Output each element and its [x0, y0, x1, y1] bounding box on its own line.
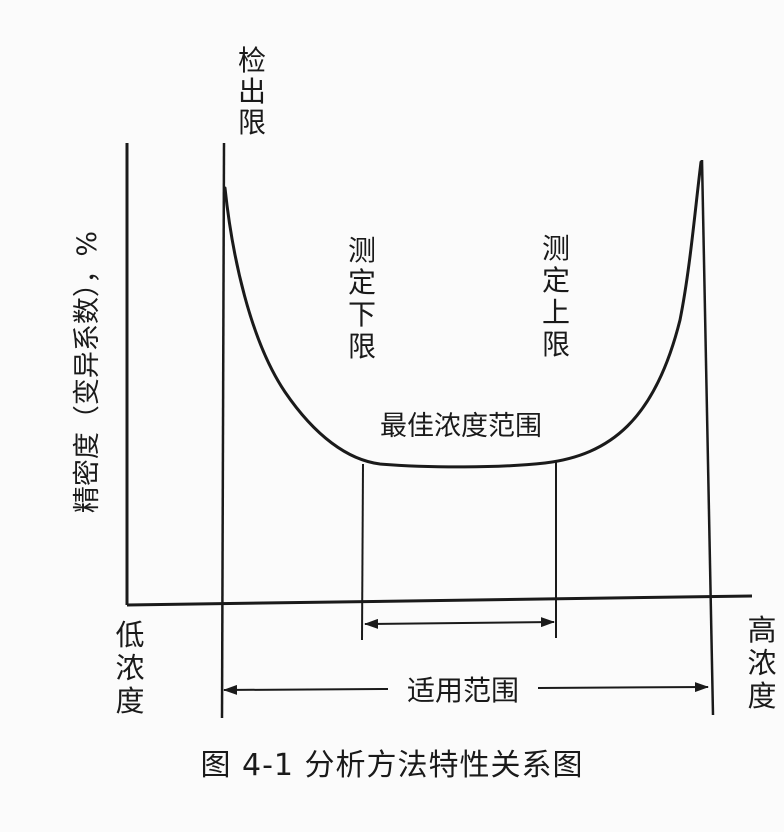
lower-limit-line [361, 463, 364, 641]
optimal-range-arrow [364, 617, 555, 629]
applicable-range-arrow-right [537, 682, 709, 693]
detection-limit-line [220, 142, 226, 719]
upper-limit-label: 测定上限 [542, 232, 570, 361]
lower-limit-label: 测定下限 [348, 234, 376, 363]
high-limit-line [700, 159, 715, 716]
applicable-range-label: 适用范围 [407, 674, 519, 707]
figure-caption: 图 4-1 分析方法特性关系图 [200, 748, 584, 783]
y-axis-label: 精密度（变异系数），% [72, 231, 103, 513]
optimal-range-label: 最佳浓度范围 [380, 411, 542, 442]
precision-curve [223, 160, 703, 469]
detection-limit-label: 检出限 [238, 44, 266, 139]
applicable-range-arrow-left [223, 684, 389, 695]
high-concentration-label: 高浓度 [747, 613, 776, 713]
characteristic-diagram: 精密度（变异系数），% 检出限 测定下限 测定上限 低浓度 高浓度 最佳浓度范围… [72, 44, 777, 719]
x-axis-line [126, 594, 753, 607]
low-concentration-label: 低浓度 [115, 618, 144, 718]
